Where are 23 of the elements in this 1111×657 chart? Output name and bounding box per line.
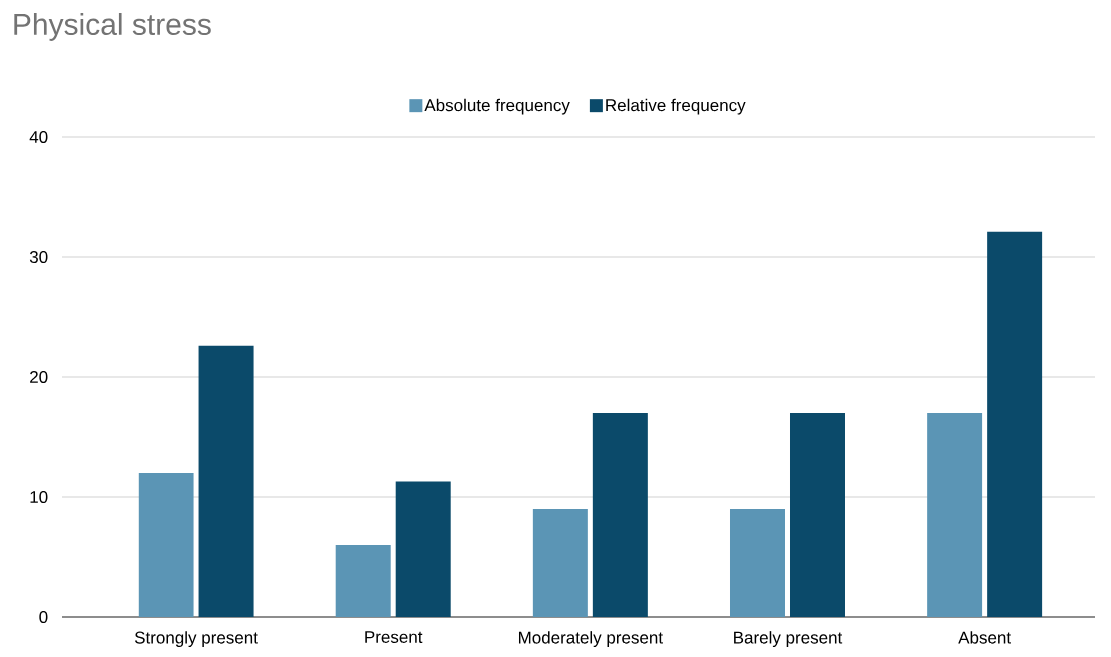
y-tick-label: 30 <box>29 250 48 264</box>
bar <box>927 413 983 617</box>
y-tick-label: 20 <box>30 370 48 384</box>
bar <box>730 509 785 617</box>
bar <box>592 413 648 617</box>
bar <box>532 509 588 617</box>
bar <box>138 473 194 617</box>
bar <box>987 231 1043 617</box>
y-tick-label: 40 <box>29 130 48 144</box>
x-tick-label: Moderately present <box>518 631 663 647</box>
chart-title: Physical stress <box>14 13 211 41</box>
x-tick-label: Strongly present <box>134 631 258 647</box>
bar <box>335 545 391 617</box>
x-tick-label: Present <box>365 631 423 643</box>
y-tick-label: 10 <box>30 490 48 504</box>
x-tick-label: Barely present <box>734 631 843 647</box>
x-tick-label: Absent <box>958 631 1011 644</box>
bar <box>790 413 845 617</box>
legend-label: Absolute frequency <box>424 98 570 115</box>
legend-label: Relative frequency <box>606 98 746 115</box>
y-tick-label: 0 <box>39 610 48 624</box>
bar <box>395 481 451 617</box>
bar <box>198 345 254 617</box>
